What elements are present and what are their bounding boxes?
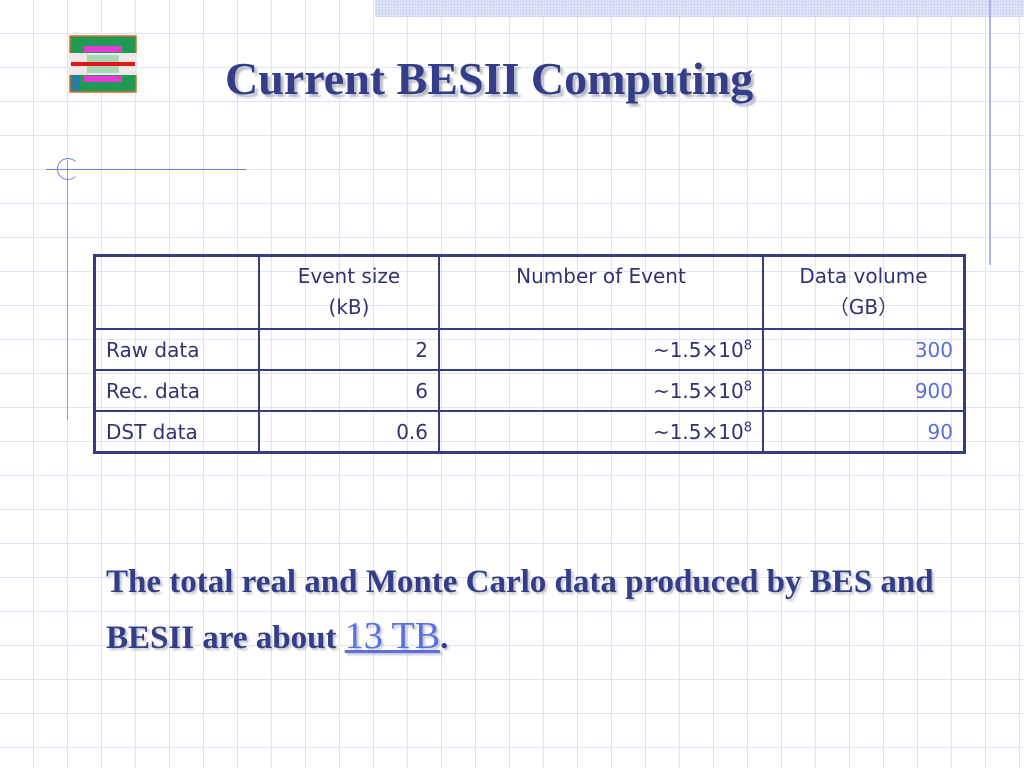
header-data-volume: Data volume （GB）	[762, 254, 966, 330]
right-decorative-line	[989, 0, 991, 265]
header-empty	[93, 254, 260, 330]
crosshair-circle-decoration	[57, 158, 79, 180]
summary-period: .	[440, 620, 449, 656]
event-count-exponent: 8	[743, 419, 752, 435]
row-label: DST data	[93, 410, 260, 454]
detector-diagram-icon	[69, 35, 137, 93]
header-line2: （GB）	[828, 295, 899, 319]
left-decorative-line	[67, 160, 68, 420]
row-label: Raw data	[93, 328, 260, 371]
data-volume-cell: 900	[762, 369, 966, 412]
event-count-mantissa: ~1.5×10	[652, 419, 744, 444]
data-volume-cell: 300	[762, 328, 966, 371]
event-size-cell: 2	[258, 328, 440, 371]
event-count-mantissa: ~1.5×10	[652, 378, 744, 403]
event-count-exponent: 8	[743, 378, 752, 394]
event-count-exponent: 8	[743, 337, 752, 353]
row-label: Rec. data	[93, 369, 260, 412]
table-header-row: Event size (kB) Number of Event Data volu…	[93, 254, 966, 330]
table-row: DST data 0.6 ~1.5×108 90	[93, 410, 966, 454]
header-line2: (kB)	[328, 295, 370, 319]
data-table: Event size (kB) Number of Event Data volu…	[93, 254, 966, 454]
event-size-cell: 0.6	[258, 410, 440, 454]
event-size-cell: 6	[258, 369, 440, 412]
slide-title: Current BESII Computing	[225, 53, 754, 104]
event-count-cell: ~1.5×108	[438, 369, 764, 412]
data-volume-cell: 90	[762, 410, 966, 454]
top-decorative-band	[375, 0, 1024, 17]
summary-body: The total real and Monte Carlo data prod…	[106, 564, 934, 656]
table-row: Rec. data 6 ~1.5×108 900	[93, 369, 966, 412]
header-event-size: Event size (kB)	[258, 254, 440, 330]
event-count-cell: ~1.5×108	[438, 328, 764, 371]
event-count-mantissa: ~1.5×10	[652, 337, 744, 362]
total-volume-highlight: 13 TB	[344, 615, 441, 657]
header-line1: Data volume	[799, 264, 928, 288]
header-number-of-event: Number of Event	[438, 254, 764, 330]
table-row: Raw data 2 ~1.5×108 300	[93, 328, 966, 371]
event-count-cell: ~1.5×108	[438, 410, 764, 454]
title-underline-decoration	[46, 169, 246, 170]
summary-text: The total real and Monte Carlo data prod…	[106, 555, 986, 665]
header-line1: Event size	[297, 264, 401, 288]
